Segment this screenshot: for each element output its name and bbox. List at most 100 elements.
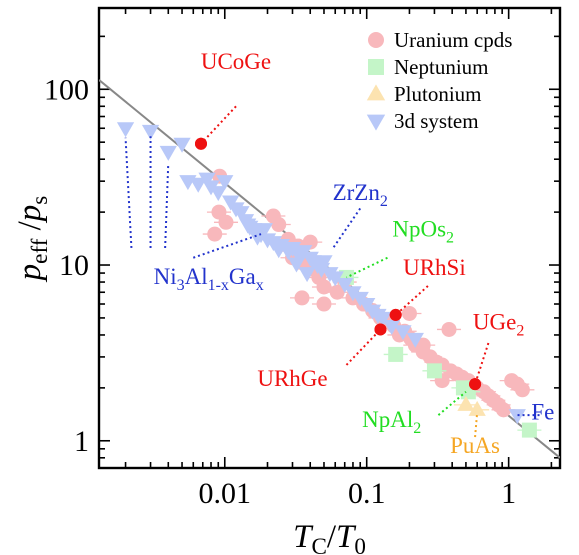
label-sub: C — [311, 533, 326, 555]
y-tick-label: 1 — [74, 425, 89, 458]
data-point — [207, 226, 223, 242]
data-point — [198, 172, 216, 188]
data-point — [336, 277, 354, 293]
data-point — [159, 145, 177, 161]
highlighted-point — [469, 378, 482, 391]
ann-part: ZrZn — [333, 180, 381, 205]
axis-ticks — [99, 8, 560, 469]
label-part: p — [12, 264, 48, 283]
x-tick-label: 0.01 — [199, 477, 252, 510]
x-axis-title: TC/T0 — [293, 519, 366, 555]
data-point — [270, 243, 288, 259]
legend-marker — [366, 84, 386, 101]
ann-sub: 2 — [446, 230, 454, 247]
ann-sub: 1-x — [208, 277, 229, 294]
annotation-npos: NpOs2 — [392, 217, 454, 247]
label-sep: / — [327, 519, 337, 555]
annotation-ucoge: UCoGe — [201, 49, 271, 74]
ann-part: Al — [185, 264, 208, 289]
label-part: T — [336, 519, 357, 555]
annotation-leader — [332, 207, 362, 249]
data-point — [457, 395, 475, 411]
ann-sub: x — [256, 277, 264, 294]
ann-part: Ga — [229, 264, 256, 289]
data-point — [316, 279, 332, 295]
ann-sub: 2 — [413, 420, 421, 437]
data-point — [173, 137, 191, 153]
data-point — [401, 305, 417, 321]
annotation-leader — [200, 105, 237, 145]
data-point — [294, 290, 310, 306]
data-point — [508, 409, 526, 425]
data-point — [406, 332, 424, 348]
annotation-zrzn: ZrZn2 — [333, 180, 388, 210]
legend-marker — [366, 114, 386, 131]
label-sub: s — [26, 196, 52, 205]
data-point — [116, 122, 135, 138]
y-tick-label: 10 — [59, 249, 89, 282]
annotation-fe: Fe — [531, 400, 554, 425]
label-sub: eff — [26, 238, 52, 264]
ann-part: Fe — [531, 400, 554, 425]
data-point — [514, 382, 530, 398]
data-point — [388, 346, 404, 362]
legend-label: Neptunium — [394, 55, 489, 79]
label-part: p — [12, 205, 48, 224]
annotation-leader — [474, 342, 490, 385]
annotation-puas: PuAs — [450, 433, 500, 458]
series-3d-system — [116, 122, 526, 425]
data-point — [468, 400, 486, 416]
data-point — [315, 255, 333, 271]
label-sep: / — [12, 220, 48, 238]
series-plutonium — [453, 395, 490, 416]
legend-label: Uranium cpds — [394, 28, 512, 52]
annotation-leader — [437, 391, 467, 416]
annotation-leader — [124, 137, 133, 249]
ann-part: UGe — [473, 309, 516, 334]
ann-part: NpAl — [362, 407, 413, 432]
data-point — [271, 217, 287, 233]
annotation-urhsi: URhSi — [403, 255, 466, 280]
data-point — [326, 271, 344, 287]
ann-part: NpOs — [392, 217, 446, 242]
annotation-leader — [395, 285, 429, 316]
data-point — [426, 363, 442, 379]
x-tick-label: 1 — [501, 477, 516, 510]
data-point — [374, 311, 392, 327]
label-part: T — [293, 519, 314, 555]
ann-part: PuAs — [450, 433, 500, 458]
data-point — [255, 223, 273, 239]
data-point — [248, 230, 267, 246]
data-point — [383, 319, 401, 335]
legend-marker — [368, 32, 384, 48]
legend: Uranium cpds Neptunium Plutonium 3d system — [366, 28, 512, 133]
data-point — [316, 296, 332, 312]
legend-marker — [368, 59, 384, 75]
data-point — [298, 267, 316, 283]
data-point — [189, 177, 207, 193]
annotation-leader — [164, 163, 170, 249]
ann-sub: 2 — [380, 193, 388, 210]
annotation-leader — [192, 233, 262, 259]
ann-part: UCoGe — [201, 49, 271, 74]
ann-part: URhGe — [257, 366, 327, 391]
data-point — [216, 175, 234, 191]
highlighted-point — [194, 137, 207, 150]
data-point — [287, 257, 306, 273]
ann-part: URhSi — [403, 255, 466, 280]
legend-label: 3d system — [394, 109, 479, 133]
annotation-leader — [345, 328, 382, 366]
highlighted-point — [374, 323, 387, 336]
annotation-leader — [474, 412, 479, 438]
ann-sub: 3 — [177, 277, 185, 294]
data-point — [415, 337, 431, 353]
x-tick-label: 0.1 — [348, 477, 386, 510]
data-point — [394, 325, 412, 341]
y-axis-title: peff /ps — [12, 196, 52, 283]
data-point — [521, 422, 537, 438]
ann-sub: 2 — [516, 322, 524, 339]
y-tick-label: 100 — [44, 73, 89, 106]
data-point — [141, 124, 160, 140]
